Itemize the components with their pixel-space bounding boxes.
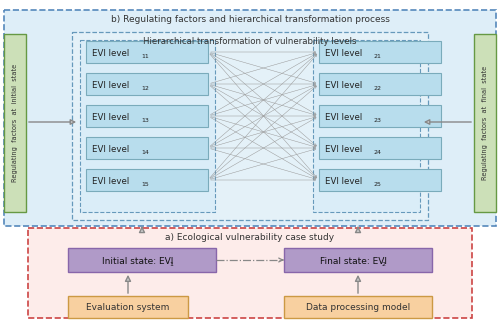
Bar — [86, 73, 208, 95]
Bar — [80, 40, 215, 212]
Bar — [28, 228, 472, 318]
Bar — [319, 105, 441, 127]
Bar — [284, 248, 432, 272]
Text: 22: 22 — [374, 85, 382, 91]
Text: Hierarchical transformation of vulnerability levels: Hierarchical transformation of vulnerabi… — [144, 37, 357, 45]
Text: 24: 24 — [374, 149, 382, 154]
Text: EVI level: EVI level — [325, 80, 362, 90]
Bar — [319, 73, 441, 95]
Bar — [72, 32, 428, 220]
Bar — [68, 296, 188, 318]
Bar — [284, 296, 432, 318]
Text: EVI level: EVI level — [325, 145, 362, 153]
Bar — [474, 34, 496, 212]
Text: 23: 23 — [374, 117, 382, 123]
Text: Data processing model: Data processing model — [306, 302, 410, 312]
Text: Regulating  factors  at  initial  state: Regulating factors at initial state — [12, 64, 18, 182]
Bar — [319, 41, 441, 63]
Text: Final state: EVI: Final state: EVI — [320, 256, 388, 266]
Bar — [86, 105, 208, 127]
Bar — [68, 248, 216, 272]
Text: 1: 1 — [169, 263, 173, 267]
Text: EVI level: EVI level — [92, 177, 129, 185]
Bar — [4, 34, 26, 212]
Bar — [319, 169, 441, 191]
Text: 13: 13 — [141, 117, 149, 123]
Text: 21: 21 — [374, 54, 382, 59]
Text: EVI level: EVI level — [325, 112, 362, 122]
Text: EVI level: EVI level — [325, 48, 362, 58]
Text: a) Ecological vulnerability case study: a) Ecological vulnerability case study — [166, 233, 334, 243]
Text: 11: 11 — [141, 54, 149, 59]
Bar — [86, 41, 208, 63]
Bar — [4, 10, 496, 226]
Text: Initial state: EVI: Initial state: EVI — [102, 256, 174, 266]
Bar — [319, 137, 441, 159]
Text: 14: 14 — [141, 149, 149, 154]
Text: 25: 25 — [374, 181, 382, 186]
Bar — [86, 137, 208, 159]
Text: EVI level: EVI level — [92, 48, 129, 58]
Text: Evaluation system: Evaluation system — [86, 302, 170, 312]
Text: b) Regulating factors and hierarchical transformation process: b) Regulating factors and hierarchical t… — [110, 14, 390, 24]
Text: EVI level: EVI level — [325, 177, 362, 185]
Text: Regulating  factors  at  final  state: Regulating factors at final state — [482, 66, 488, 180]
Text: 2: 2 — [382, 263, 386, 267]
Text: EVI level: EVI level — [92, 145, 129, 153]
Text: 15: 15 — [141, 181, 149, 186]
Bar — [86, 169, 208, 191]
Text: EVI level: EVI level — [92, 80, 129, 90]
Text: 12: 12 — [141, 85, 149, 91]
Bar — [313, 40, 420, 212]
Text: EVI level: EVI level — [92, 112, 129, 122]
